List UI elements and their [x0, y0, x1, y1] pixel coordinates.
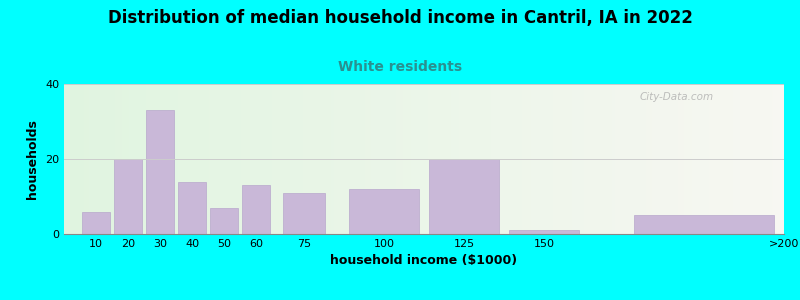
Bar	[429, 159, 499, 234]
Bar	[349, 189, 419, 234]
Bar	[283, 193, 325, 234]
Text: City-Data.com: City-Data.com	[640, 92, 714, 101]
Bar	[82, 212, 110, 234]
Bar	[146, 110, 174, 234]
Y-axis label: households: households	[26, 119, 39, 199]
Bar	[114, 159, 142, 234]
Bar	[634, 215, 774, 234]
Text: Distribution of median household income in Cantril, IA in 2022: Distribution of median household income …	[107, 9, 693, 27]
Bar	[242, 185, 270, 234]
X-axis label: household income ($1000): household income ($1000)	[330, 254, 518, 267]
Bar	[509, 230, 579, 234]
Bar	[178, 182, 206, 234]
Bar	[210, 208, 238, 234]
Text: White residents: White residents	[338, 60, 462, 74]
